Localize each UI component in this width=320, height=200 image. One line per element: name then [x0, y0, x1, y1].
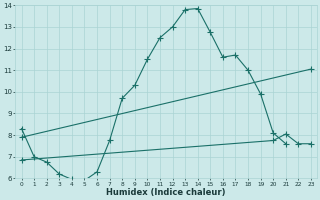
X-axis label: Humidex (Indice chaleur): Humidex (Indice chaleur) — [107, 188, 226, 197]
